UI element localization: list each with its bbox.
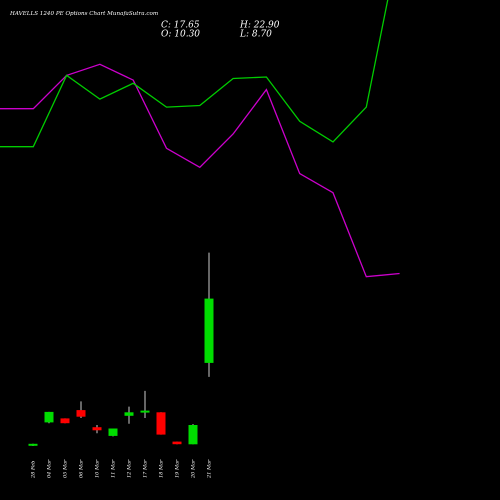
candle	[28, 443, 38, 446]
date-axis-labels: 28 Feb 04 Mar 05 Mar 06 Mar 10 Mar 11 Mar 12 M…	[31, 459, 213, 479]
date-label: 21 Mar	[207, 459, 213, 479]
date-label: 06 Mar	[79, 459, 85, 478]
candle-body	[44, 411, 54, 423]
candle	[204, 252, 214, 377]
date-label: 18 Mar	[159, 459, 165, 478]
date-label: 28 Feb	[31, 461, 37, 479]
date-label: 20 Mar	[191, 459, 197, 479]
candle-body	[108, 428, 118, 436]
candle-body	[172, 441, 182, 445]
candle	[124, 406, 134, 424]
date-label: 05 Mar	[63, 459, 69, 478]
close-readout: C: 17.65	[161, 21, 200, 31]
candle	[140, 390, 150, 418]
candle-body	[204, 298, 214, 363]
candle	[156, 412, 166, 435]
ma-line-green	[0, 0, 389, 148]
candle	[60, 418, 70, 424]
candle-body	[92, 427, 102, 431]
high-readout: H: 22.90	[239, 21, 280, 31]
candle-body	[140, 410, 150, 413]
candle	[92, 425, 102, 434]
moving-average-lines	[0, 0, 400, 278]
date-label: 10 Mar	[95, 459, 101, 478]
chart-title: HAVELLS 1240 PE Options Chart MunafaSutr…	[9, 11, 158, 17]
candle-body	[188, 425, 198, 445]
candle-body	[76, 410, 86, 417]
date-label: 19 Mar	[175, 459, 181, 478]
candle-body	[156, 412, 166, 435]
candle	[76, 401, 86, 418]
open-readout: O: 10.30	[161, 30, 200, 40]
candle	[188, 424, 198, 445]
candle	[108, 428, 118, 437]
candle	[44, 411, 54, 424]
date-label: 04 Mar	[47, 459, 53, 478]
candle-body	[60, 418, 70, 424]
candle-body	[124, 412, 134, 416]
date-label: 17 Mar	[143, 459, 149, 478]
candle-body	[28, 443, 38, 446]
candle	[172, 441, 182, 445]
candlestick-series	[28, 252, 214, 446]
date-label: 12 Mar	[127, 459, 133, 478]
date-label: 11 Mar	[111, 459, 117, 478]
low-readout: L: 8.70	[239, 30, 272, 40]
